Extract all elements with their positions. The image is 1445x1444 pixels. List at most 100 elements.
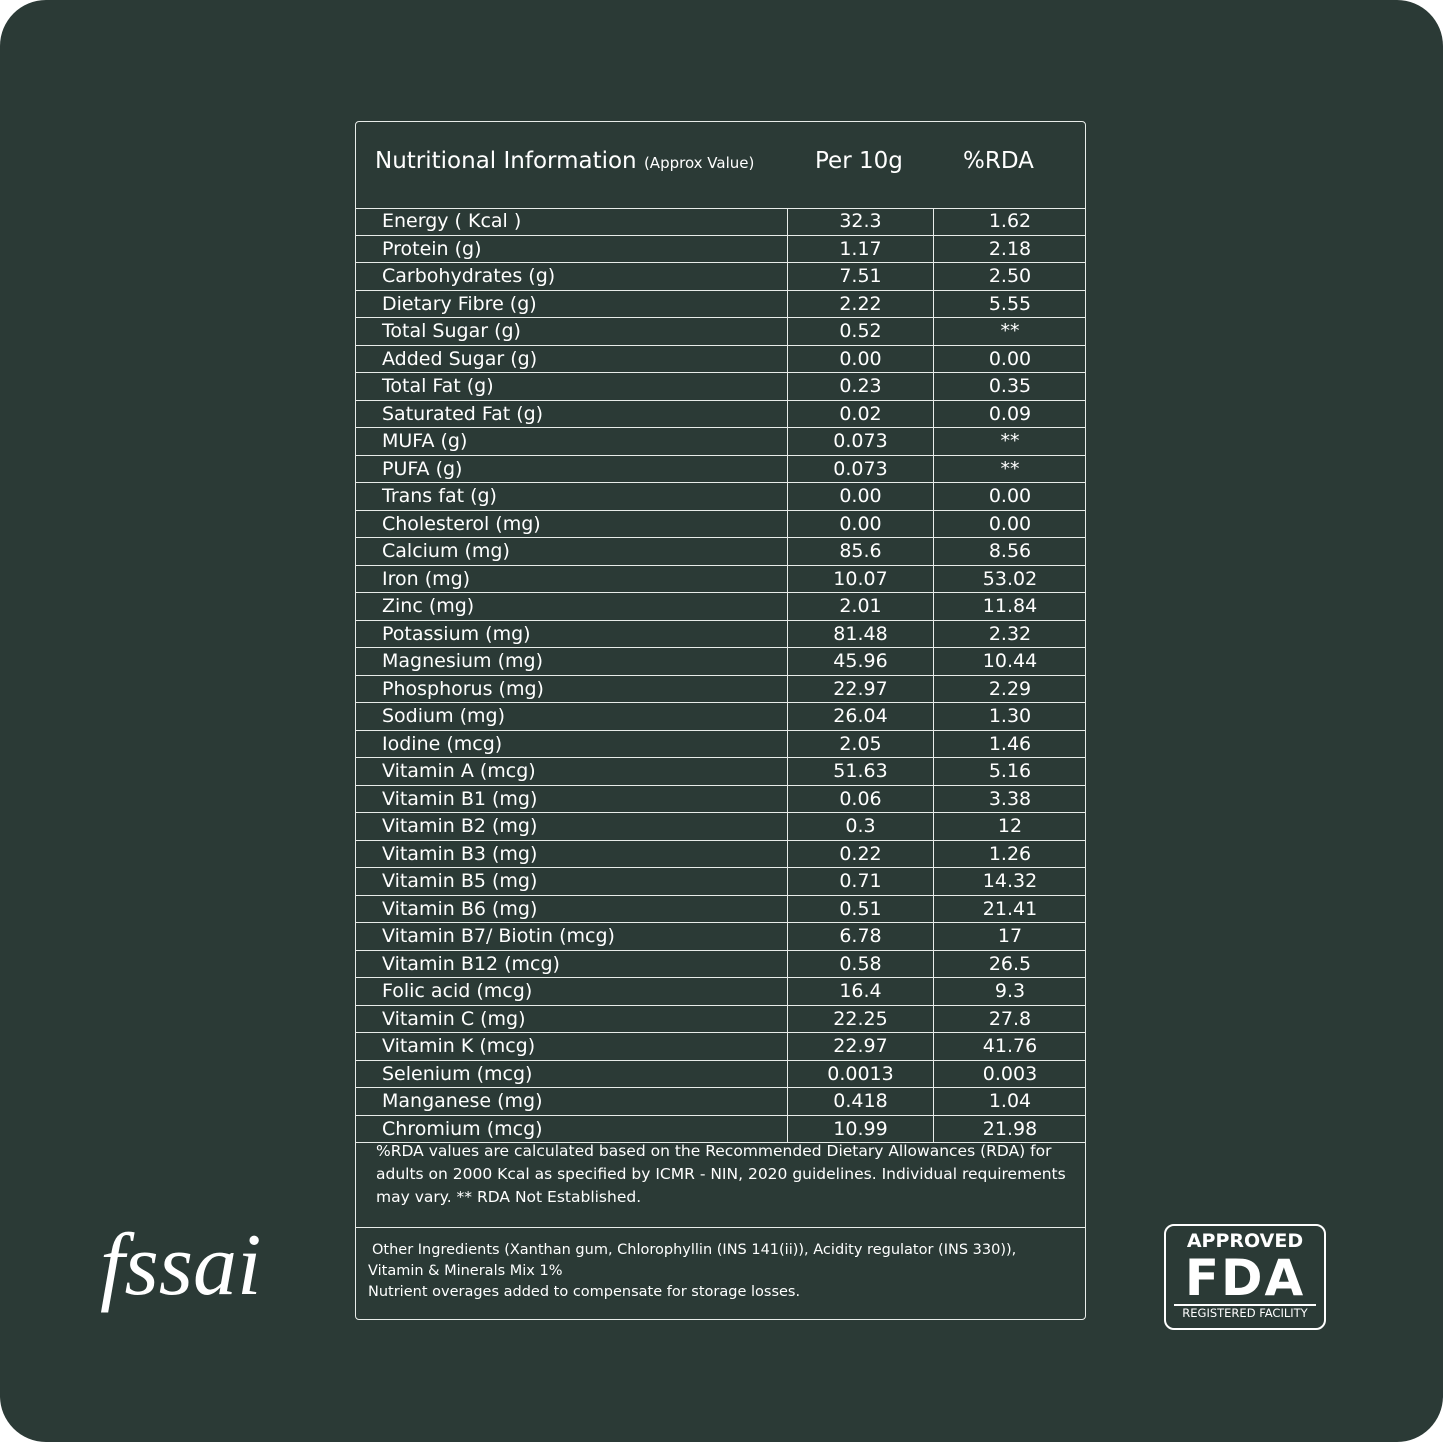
rda-percent: 27.8 [933,1005,1086,1032]
rda-percent: 41.76 [933,1033,1086,1060]
nutrient-name: Chromium (mcg) [382,1117,543,1140]
table-row: Calcium (mg) 85.6 8.56 [356,538,1085,566]
per-10g: 0.06 [787,785,933,812]
rda-percent: 26.5 [933,950,1086,977]
ingredients: Other Ingredients (Xanthan gum, Chloroph… [356,1227,1085,1303]
per-10g: 22.97 [787,1033,933,1060]
per-10g: 10.07 [787,565,933,592]
nutrition-table: Nutritional Information (Approx Value) P… [355,121,1086,1320]
per-10g: 0.00 [787,345,933,372]
ingredient-line: Nutrient overages added to compensate fo… [368,1284,801,1300]
per-10g: 85.6 [787,538,933,565]
table-row: Vitamin B5 (mg) 0.71 14.32 [356,868,1085,896]
table-row: Manganese (mg) 0.418 1.04 [356,1088,1085,1116]
rda-percent: 0.00 [933,483,1086,510]
per-10g: 0.00 [787,483,933,510]
table-row: Total Fat (g) 0.23 0.35 [356,373,1085,401]
nutrient-name: Phosphorus (mg) [382,677,544,700]
rda-percent: 21.41 [933,895,1086,922]
table-row: Cholesterol (mg) 0.00 0.00 [356,510,1085,538]
nutrient-name: Dietary Fibre (g) [382,292,537,315]
per-10g: 0.073 [787,455,933,482]
table-row: Folic acid (mcg) 16.4 9.3 [356,978,1085,1006]
rda-percent: 10.44 [933,648,1086,675]
rda-percent: ** [933,428,1086,455]
rda-percent: 0.35 [933,373,1086,400]
table-row: Dietary Fibre (g) 2.22 5.55 [356,290,1085,318]
rda-percent: 8.56 [933,538,1086,565]
table-header: Nutritional Information (Approx Value) P… [356,122,1085,209]
rda-percent: 1.26 [933,840,1086,867]
rda-percent: 1.62 [933,208,1086,235]
per-10g: 0.51 [787,895,933,922]
nutrient-name: MUFA (g) [382,430,468,452]
nutrient-name: Selenium (mcg) [382,1062,533,1085]
table-row: Vitamin B1 (mg) 0.06 3.38 [356,785,1086,813]
nutrient-name: Total Fat (g) [382,375,494,397]
nutrient-name: Carbohydrates (g) [382,265,556,287]
rda-percent: 1.04 [933,1088,1086,1115]
nutrient-name: Sodium (mg) [382,705,506,727]
table-row: Selenium (mcg) 0.0013 0.003 [356,1060,1085,1088]
rda-percent: 2.32 [933,620,1086,647]
table-row: Vitamin C (mg) 22.25 27.8 [356,1005,1086,1033]
per-10g: 0.073 [787,428,933,455]
nutrient-name: Vitamin C (mg) [382,1007,526,1030]
table-row: Protein (g) 1.17 2.18 [356,235,1086,263]
rda-percent: ** [933,455,1086,482]
table-row: MUFA (g) 0.073 ** [356,428,1085,456]
nutrient-name: Added Sugar (g) [382,347,538,370]
nutrient-name: Energy ( Kcal ) [382,210,522,232]
table-row: Saturated Fat (g) 0.02 0.09 [356,400,1085,428]
table-row: Energy ( Kcal ) 32.3 1.62 [356,208,1085,236]
table-row: Vitamin B3 (mg) 0.22 1.26 [356,840,1086,868]
nutrient-name: Vitamin B1 (mg) [382,787,538,810]
badge-text: FDA [1184,1249,1306,1307]
rda-percent: 11.84 [933,593,1086,620]
nutrient-name: Calcium (mg) [382,540,510,562]
per-10g: 45.96 [787,648,933,675]
fda-badge: APPROVED FDA REGISTERED FACILITY [1164,1224,1326,1330]
per-10g: 2.05 [787,730,933,757]
table-row: Total Sugar (g) 0.52 ** [356,318,1085,346]
per-10g: 0.02 [787,400,933,427]
per-10g: 0.52 [787,318,933,345]
table-row: Potassium (mg) 81.48 2.32 [356,620,1086,648]
nutrient-name: Total Sugar (g) [382,320,521,342]
per-10g: 0.3 [787,813,933,840]
rda-percent: 5.16 [933,758,1086,785]
nutrient-name: Vitamin B7/ Biotin (mcg) [382,925,615,947]
table-row: Vitamin B12 (mcg) 0.58 26.5 [356,950,1086,978]
nutrient-name: Vitamin K (mcg) [382,1035,536,1057]
per-10g: 22.25 [787,1005,933,1032]
column-header: %RDA [963,148,1034,174]
table-row: Carbohydrates (g) 7.51 2.50 [356,263,1085,291]
nutrient-name: Folic acid (mcg) [382,980,533,1002]
per-10g: 26.04 [787,703,933,730]
per-10g: 7.51 [787,263,933,290]
table-row: Iron (mg) 10.07 53.02 [356,565,1085,593]
nutrient-name: Vitamin B3 (mg) [382,842,538,865]
per-10g: 2.01 [787,593,933,620]
nutrient-name: Vitamin B6 (mg) [382,897,538,920]
header-title-group: Nutritional Information (Approx Value) [375,148,754,174]
rda-percent: 0.00 [933,345,1086,372]
nutrient-name: Magnesium (mg) [382,650,543,672]
nutrient-name: Vitamin A (mcg) [382,760,536,782]
per-10g: 0.0013 [787,1060,933,1087]
table-row: Vitamin B6 (mg) 0.51 21.41 [356,895,1086,923]
per-10g: 2.22 [787,290,933,317]
rda-percent: 2.18 [933,235,1086,262]
nutrient-name: Protein (g) [382,237,482,260]
ingredient-line: Vitamin & Minerals Mix 1% [368,1263,563,1279]
table-row: Vitamin B2 (mg) 0.3 12 [356,813,1085,841]
rda-percent: 14.32 [933,868,1086,895]
column-header: Per 10g [815,148,903,174]
table-row: Iodine (mcg) 2.05 1.46 [356,730,1086,758]
rda-percent: 1.46 [933,730,1086,757]
table-row: Vitamin K (mcg) 22.97 41.76 [356,1033,1085,1061]
rda-percent: 21.98 [933,1115,1086,1142]
rda-percent: 3.38 [933,785,1086,812]
